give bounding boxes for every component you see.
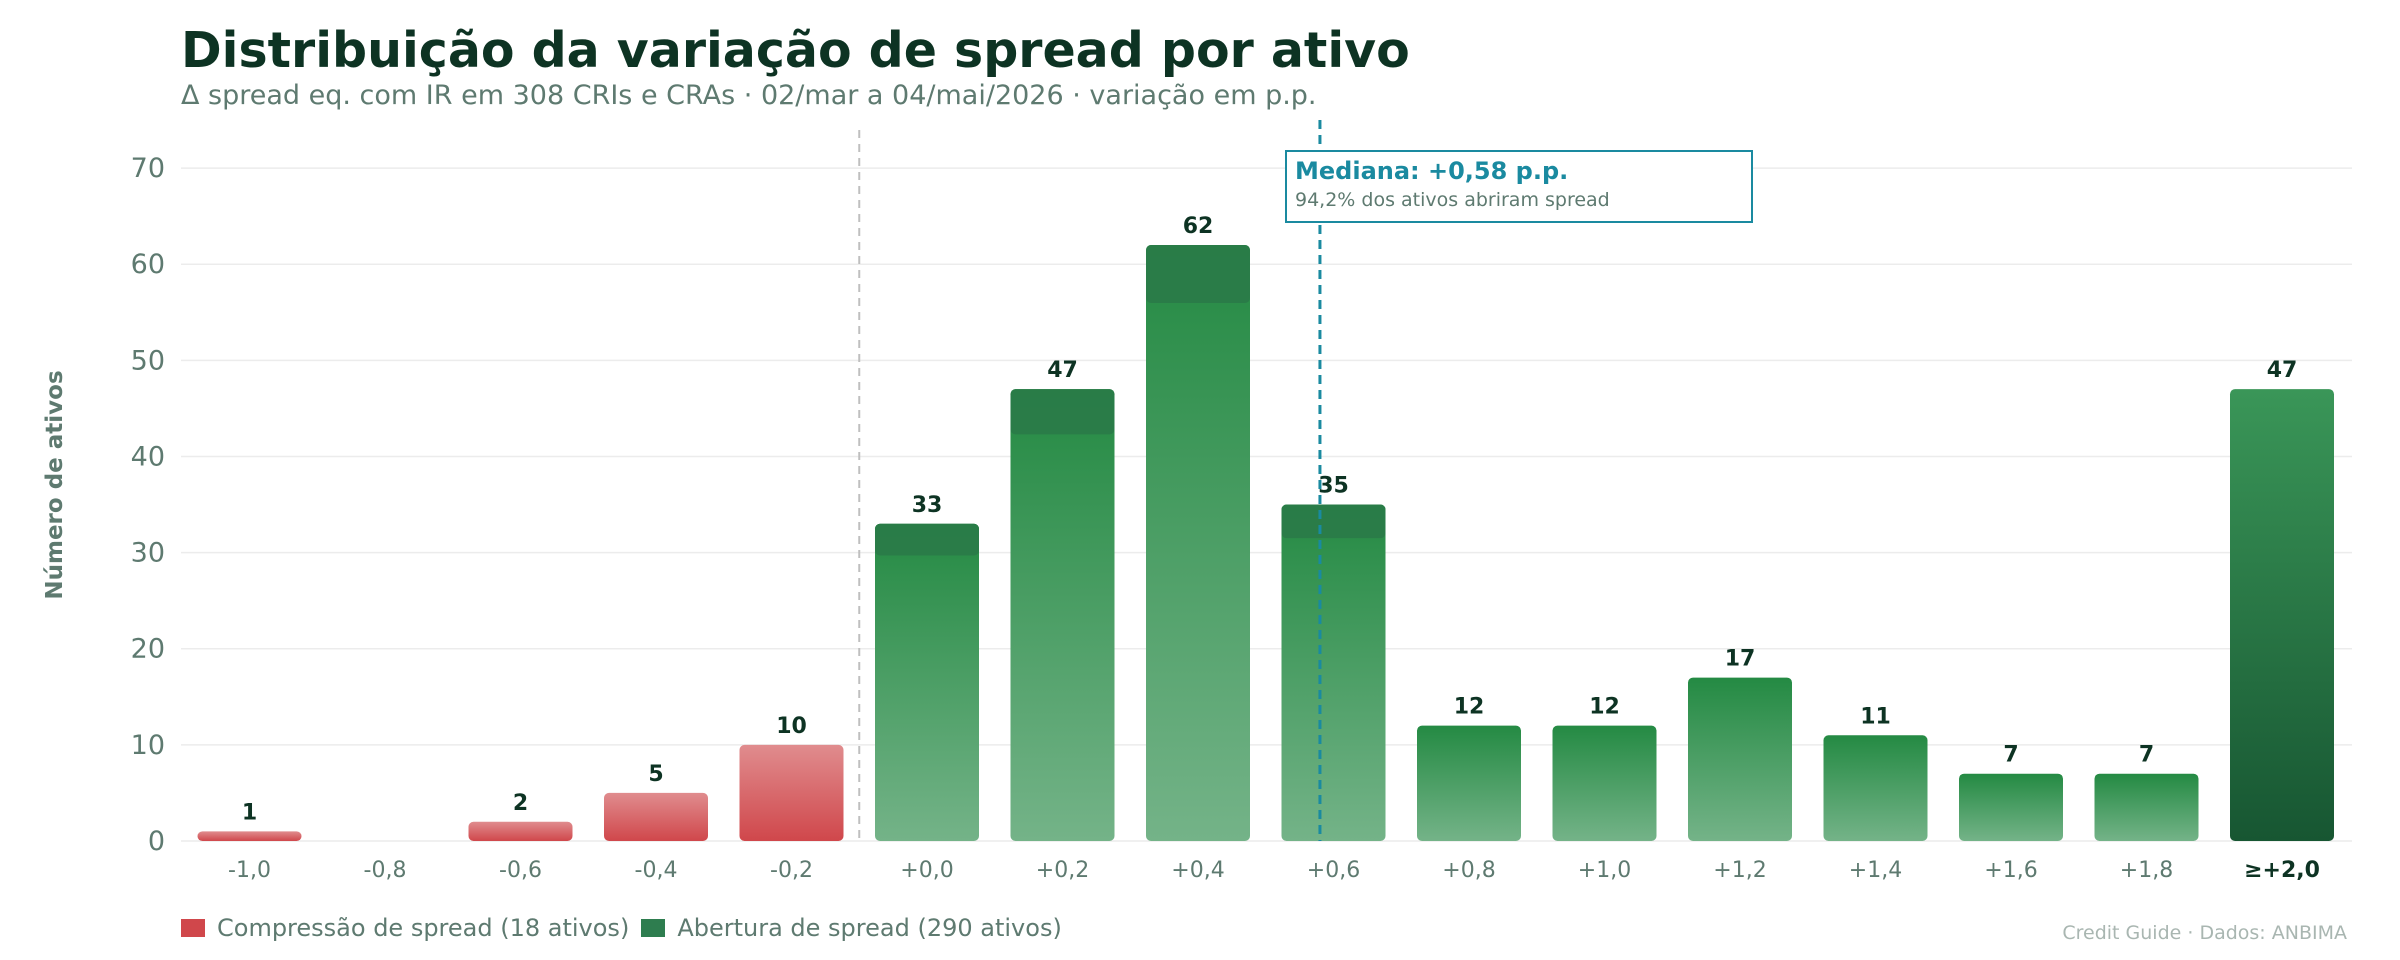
gridlines xyxy=(181,167,2352,842)
bar--1,0 xyxy=(197,831,302,841)
median-annotation: Mediana: +0,58 p.p. 94,2% dos ativos abr… xyxy=(1285,150,1753,223)
x-tick-label: -0,2 xyxy=(770,858,813,883)
bar-+1,8 xyxy=(2094,773,2199,841)
bar-+1,6 xyxy=(1959,773,2063,841)
y-tick-label: 10 xyxy=(131,730,165,761)
x-tick-label: ≥+2,0 xyxy=(2244,858,2320,883)
y-axis-ticks: 0 10 20 30 40 50 60 70 xyxy=(131,153,165,857)
data-label: 1 xyxy=(242,800,257,825)
x-tick-label: +1,4 xyxy=(1849,858,1902,883)
bar--0,4 xyxy=(604,792,708,841)
x-tick-label: +0,0 xyxy=(900,858,953,883)
y-tick-label: 0 xyxy=(148,826,165,857)
data-label: 33 xyxy=(912,493,943,518)
x-tick-label: +0,2 xyxy=(1036,858,1089,883)
x-tick-label: +0,6 xyxy=(1307,858,1360,883)
bar-cap xyxy=(875,523,979,556)
x-tick-label: -0,6 xyxy=(499,858,542,883)
y-axis-label: Número de ativos xyxy=(42,370,68,599)
bar-+0,4 xyxy=(1146,244,1250,841)
bar-+0,6 xyxy=(1281,504,1386,841)
data-label: 47 xyxy=(2267,358,2298,383)
data-label: 62 xyxy=(1183,214,1214,239)
x-tick-label: +0,4 xyxy=(1171,858,1224,883)
y-tick-label: 70 xyxy=(131,153,165,184)
bar-+0,0 xyxy=(875,523,979,841)
data-label: 7 xyxy=(2003,743,2018,768)
x-tick-label: +1,0 xyxy=(1578,858,1631,883)
legend-swatch-abertura xyxy=(641,919,666,937)
legend: Compressão de spread (18 ativos) Abertur… xyxy=(181,914,1074,942)
bar-cap xyxy=(1281,504,1386,539)
credit-text: Credit Guide · Dados: ANBIMA xyxy=(2062,922,2347,944)
y-tick-label: 60 xyxy=(131,249,165,280)
data-label: 2 xyxy=(513,791,528,816)
bar-+0,2 xyxy=(1010,389,1115,841)
data-label: 17 xyxy=(1725,647,1756,672)
data-label: 11 xyxy=(1860,704,1891,729)
median-note: 94,2% dos ativos abriram spread xyxy=(1295,189,1610,211)
bar-+1,2 xyxy=(1688,677,1792,841)
data-label: 5 xyxy=(648,762,663,787)
median-annotation-box xyxy=(1285,150,1753,223)
bars xyxy=(197,244,2334,841)
data-label: 12 xyxy=(1589,695,1620,720)
legend-item-compressao: Compressão de spread (18 ativos) xyxy=(181,914,629,942)
bar-+1,0 xyxy=(1552,725,1657,841)
legend-swatch-compressao xyxy=(181,919,205,937)
x-tick-label: +1,6 xyxy=(1984,858,2037,883)
chart-title: Distribuição da variação de spread por a… xyxy=(181,22,1410,79)
data-label: 35 xyxy=(1318,474,1349,499)
x-axis-ticks: -1,0 -0,8 -0,6 -0,4 -0,2 +0,0 +0,2 +0,4 +0,6 +0,8… xyxy=(228,858,2320,883)
x-tick-label: -0,8 xyxy=(364,858,407,883)
x-tick-label: -0,4 xyxy=(635,858,678,883)
data-label: 47 xyxy=(1047,358,1078,383)
bar-+1,4 xyxy=(1823,735,1928,841)
bar-+0,8 xyxy=(1417,725,1521,841)
legend-label-abertura: Abertura de spread (290 ativos) xyxy=(677,914,1062,942)
data-label: 10 xyxy=(776,714,807,739)
y-tick-label: 30 xyxy=(131,538,165,569)
bar--0,2 xyxy=(739,744,844,841)
x-tick-label: +1,2 xyxy=(1713,858,1766,883)
chart-subtitle: Δ spread eq. com IR em 308 CRIs e CRAs ·… xyxy=(181,80,1317,111)
bar--0,6 xyxy=(468,821,573,841)
y-tick-label: 20 xyxy=(131,634,165,665)
x-tick-label: +0,8 xyxy=(1442,858,1495,883)
legend-item-abertura: Abertura de spread (290 ativos) xyxy=(641,914,1062,942)
legend-label-compressao: Compressão de spread (18 ativos) xyxy=(217,914,630,942)
x-tick-label: -1,0 xyxy=(228,858,271,883)
data-label: 12 xyxy=(1454,695,1485,720)
bar-cap xyxy=(1146,244,1250,303)
bar-cap xyxy=(1010,389,1115,435)
data-label: 7 xyxy=(2139,743,2154,768)
y-tick-label: 50 xyxy=(131,345,165,376)
median-label: Mediana: +0,58 p.p. xyxy=(1295,157,1568,185)
y-tick-label: 40 xyxy=(131,441,165,472)
bar-≥+2,0 xyxy=(2230,389,2334,841)
x-tick-label: +1,8 xyxy=(2120,858,2173,883)
